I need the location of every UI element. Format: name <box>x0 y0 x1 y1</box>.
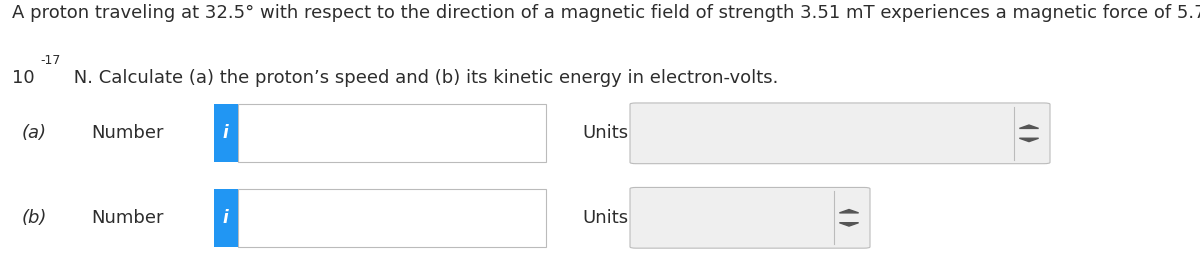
FancyBboxPatch shape <box>214 104 238 162</box>
Text: N. Calculate (a) the proton’s speed and (b) its kinetic energy in electron-volts: N. Calculate (a) the proton’s speed and … <box>68 69 779 87</box>
FancyBboxPatch shape <box>630 187 870 248</box>
Polygon shape <box>1019 125 1038 128</box>
Text: A proton traveling at 32.5° with respect to the direction of a magnetic field of: A proton traveling at 32.5° with respect… <box>12 4 1200 22</box>
FancyBboxPatch shape <box>630 103 1050 164</box>
Polygon shape <box>839 223 859 226</box>
Text: Number: Number <box>91 209 163 227</box>
Text: Number: Number <box>91 124 163 142</box>
Text: i: i <box>223 209 228 227</box>
Polygon shape <box>1019 138 1038 142</box>
Text: (a): (a) <box>22 124 47 142</box>
FancyBboxPatch shape <box>214 189 238 247</box>
Text: Units: Units <box>582 209 628 227</box>
Text: Units: Units <box>582 124 628 142</box>
Polygon shape <box>839 210 859 213</box>
FancyBboxPatch shape <box>238 104 546 162</box>
Text: (b): (b) <box>22 209 47 227</box>
Text: i: i <box>223 124 228 142</box>
Text: -17: -17 <box>41 54 61 67</box>
FancyBboxPatch shape <box>238 189 546 247</box>
Text: 10: 10 <box>12 69 35 87</box>
